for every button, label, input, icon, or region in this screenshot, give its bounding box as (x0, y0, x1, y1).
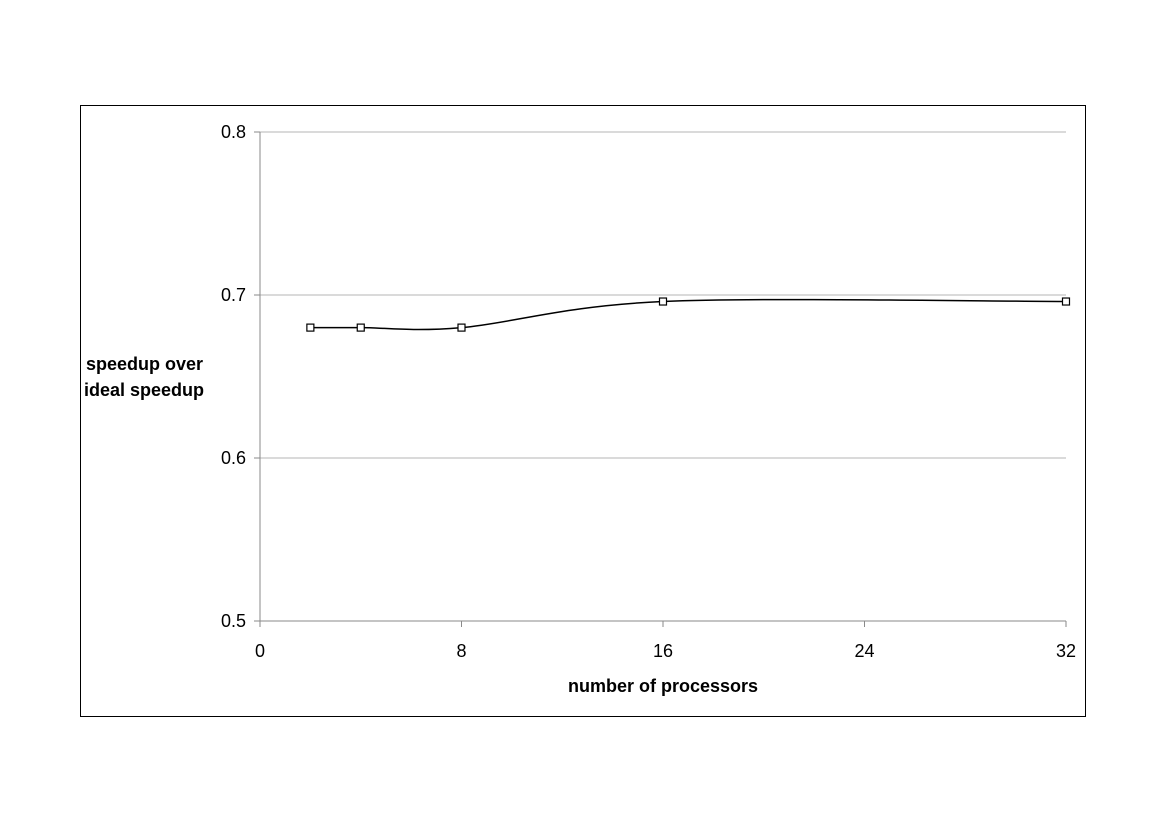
y-tick-label: 0.8 (221, 122, 246, 142)
axes (254, 131, 1067, 627)
grid-lines (260, 131, 1066, 459)
chart-frame (80, 105, 1086, 717)
y-axis-title-line-1: speedup over (86, 354, 203, 374)
x-tick-label: 32 (1056, 641, 1076, 661)
data-point-marker (1061, 297, 1071, 306)
y-axis-title-line-2: ideal speedup (84, 380, 204, 400)
series-line (310, 298, 1067, 331)
x-tick-label: 0 (255, 641, 265, 661)
data-point-marker (457, 323, 466, 332)
x-axis-title: number of processors (568, 676, 758, 696)
x-tick-label: 24 (854, 641, 874, 661)
data-point-marker (356, 323, 365, 332)
x-tick-label: 16 (653, 641, 673, 661)
x-tick-label: 8 (456, 641, 466, 661)
series (306, 297, 1071, 332)
y-tick-label: 0.6 (221, 448, 246, 468)
data-point-marker (306, 323, 315, 332)
y-tick-label: 0.5 (221, 611, 246, 631)
tick-labels: 0.5 0.6 0.7 0.8 0 8 16 24 32 (221, 122, 1076, 661)
axis-titles: number of processors speedup over ideal … (84, 354, 758, 696)
y-tick-label: 0.7 (221, 285, 246, 305)
data-point-marker (658, 297, 668, 306)
